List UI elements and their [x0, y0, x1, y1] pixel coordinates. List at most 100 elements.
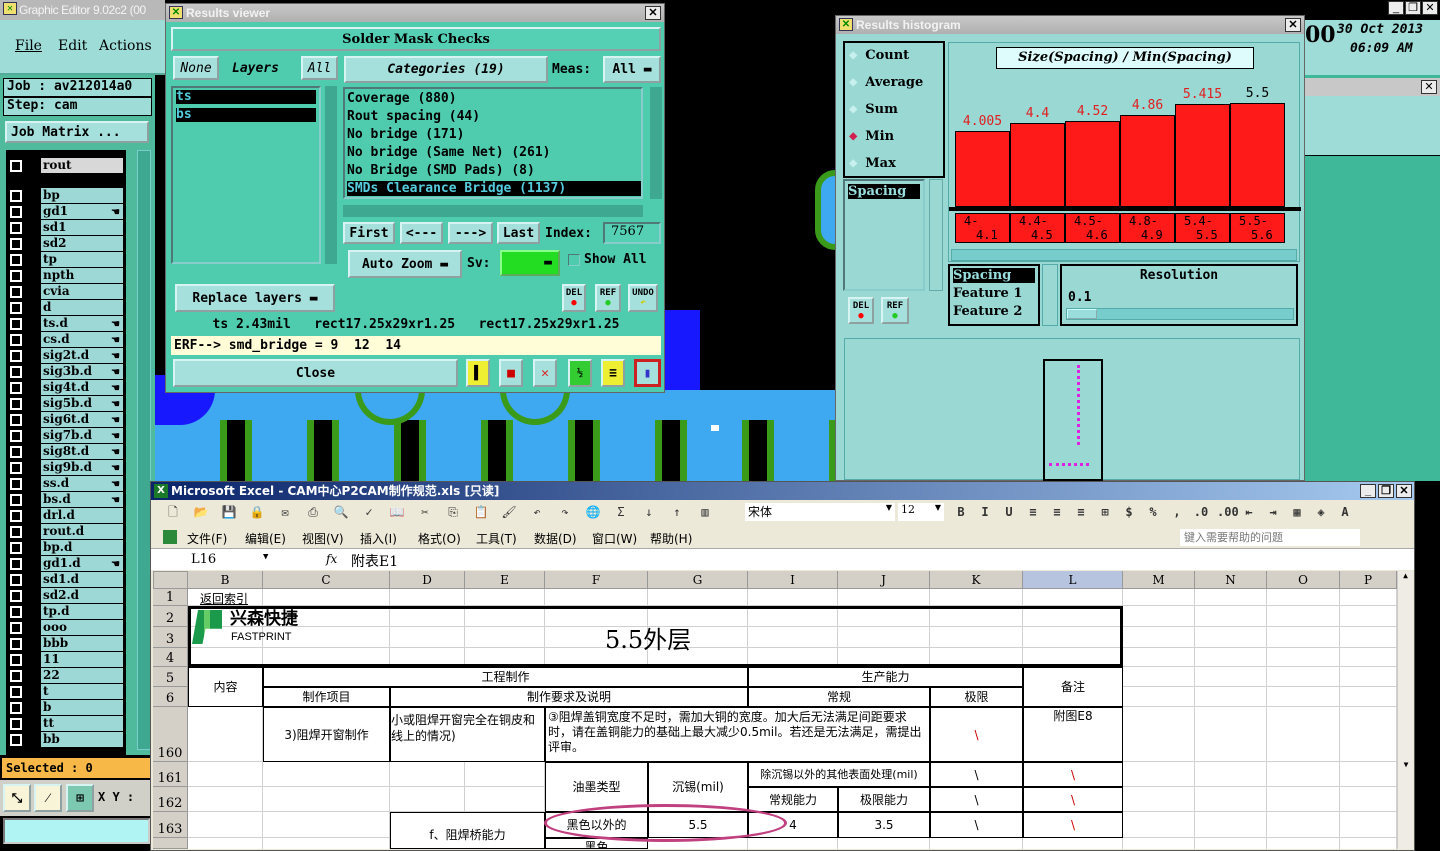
layer-checkbox[interactable] [10, 334, 22, 346]
fill-color-icon[interactable]: ◈ [1317, 505, 1325, 519]
layers-scrollbar[interactable] [325, 86, 337, 264]
layer-row[interactable]: tp.d [8, 604, 123, 619]
italic-icon[interactable]: I [981, 505, 989, 519]
column-header[interactable]: C [263, 571, 390, 589]
layer-checkbox[interactable] [10, 254, 22, 266]
currency-icon[interactable]: $ [1125, 505, 1133, 519]
ref-off-icon[interactable]: ✕ [533, 359, 557, 387]
cell-limit-cap[interactable]: 极限能力 [838, 787, 930, 812]
layer-checkbox[interactable] [10, 670, 22, 682]
row-header[interactable]: 5 [153, 667, 188, 687]
histogram-bar[interactable] [1010, 123, 1065, 207]
layer-row[interactable]: d [8, 300, 123, 315]
half-icon[interactable]: ½ [568, 359, 592, 387]
layer-checkbox[interactable] [10, 638, 22, 650]
column-header[interactable]: E [465, 571, 545, 589]
new-icon[interactable]: 🗋 [168, 505, 178, 519]
meas-dropdown[interactable]: All ▬ [603, 56, 661, 83]
layer-checkbox[interactable] [10, 398, 22, 410]
category-item[interactable]: Coverage (880) [347, 91, 457, 106]
column-header[interactable]: G [648, 571, 748, 589]
column-header[interactable]: B [188, 571, 263, 589]
menu-edit[interactable]: Edit [58, 38, 88, 54]
mode-radio-min[interactable]: ◆ Min [849, 128, 941, 148]
layer-checkbox[interactable] [10, 526, 22, 538]
auto-zoom-dropdown[interactable]: Auto Zoom ▬ [348, 250, 462, 278]
report-icon[interactable]: ≡ [601, 359, 625, 387]
layer-row[interactable]: cs.d ☚ [8, 332, 123, 347]
cell-requirement[interactable]: 制作要求及说明 [390, 687, 748, 707]
layer-checkbox[interactable] [10, 318, 22, 330]
layer-row[interactable]: tt [8, 716, 123, 731]
histogram-icon[interactable]: ▮ [634, 359, 661, 387]
histogram-bar[interactable] [955, 130, 1010, 207]
layer-row[interactable]: b [8, 700, 123, 715]
increase-decimal-icon[interactable]: .0 [1193, 505, 1209, 519]
next-button[interactable]: ---> [448, 222, 493, 244]
layer-row[interactable]: sig2t.d ☚ [8, 348, 123, 363]
decrease-decimal-icon[interactable]: .00 [1217, 505, 1239, 519]
cell-engineering[interactable]: 工程制作 [263, 667, 748, 687]
layer-row[interactable]: 22 [8, 668, 123, 683]
layer-checkbox[interactable] [10, 606, 22, 618]
layer-checkbox[interactable] [10, 222, 22, 234]
column-header[interactable]: J [838, 571, 930, 589]
categories-scrollbar[interactable] [650, 87, 662, 199]
row-header[interactable]: 162 [153, 787, 188, 812]
layers-all-button[interactable]: All [301, 56, 338, 80]
layer-row[interactable]: rout [8, 158, 123, 173]
align-center-icon[interactable]: ≡ [1053, 505, 1061, 519]
layer-row[interactable]: ts.d ☚ [8, 316, 123, 331]
fx-icon[interactable]: fx [326, 552, 338, 566]
close-window-button[interactable]: ✕ [645, 6, 661, 20]
excel-menu-item[interactable]: 帮助(H) [650, 532, 693, 546]
command-line[interactable] [3, 818, 150, 844]
percent-icon[interactable]: % [1149, 505, 1157, 519]
increase-indent-icon[interactable]: ⇥ [1269, 505, 1277, 519]
layer-row[interactable]: bbb [8, 636, 123, 651]
layer-checkbox[interactable] [10, 622, 22, 634]
paste-icon[interactable]: 📋 [473, 505, 489, 519]
histogram-bar[interactable] [1175, 104, 1230, 207]
layer-checkbox[interactable] [10, 542, 22, 554]
row-header[interactable]: 6 [153, 687, 188, 707]
hist-del-button[interactable]: DEL ● [848, 297, 874, 324]
redo-icon[interactable]: ↷ [561, 505, 569, 519]
column-header[interactable]: N [1195, 571, 1267, 589]
cell-slash[interactable]: \ [930, 762, 1023, 787]
layer-checkbox[interactable] [10, 350, 22, 362]
layer-row[interactable]: gd1 ☚ [8, 204, 123, 219]
layer-item-ts[interactable]: ts [176, 90, 316, 104]
index-input[interactable]: 7567 [603, 222, 661, 244]
feature-item[interactable]: Feature 1 [953, 286, 1023, 301]
font-size-box[interactable]: 12 ▼ [898, 503, 944, 521]
layer-row[interactable]: sd1 [8, 220, 123, 235]
layer-row[interactable]: cvia [8, 284, 123, 299]
spelling-icon[interactable]: ✓ [365, 505, 373, 519]
show-result-icon[interactable]: ■ [499, 359, 523, 387]
decrease-indent-icon[interactable]: ⇤ [1245, 505, 1253, 519]
open-icon[interactable]: 📂 [193, 505, 209, 519]
excel-menu-item[interactable]: 视图(V) [302, 532, 344, 546]
research-icon[interactable]: 📖 [389, 505, 405, 519]
align-left-icon[interactable]: ≡ [1029, 505, 1037, 519]
mode-radio-sum[interactable]: ◆ Sum [849, 101, 941, 121]
merge-center-icon[interactable]: ⊞ [1101, 505, 1109, 519]
cell-item-160[interactable]: 3)阻焊开窗制作 [263, 707, 390, 762]
first-button[interactable]: First [343, 222, 395, 244]
print-preview-icon[interactable]: 🔍 [333, 505, 349, 519]
excel-menu-item[interactable]: 插入(I) [360, 532, 397, 546]
layer-item-bs[interactable]: bs [176, 108, 316, 122]
column-header[interactable]: I [748, 571, 838, 589]
category-item[interactable]: Rout spacing (44) [347, 109, 481, 124]
layer-row[interactable]: tp [8, 252, 123, 267]
align-right-icon[interactable]: ≡ [1077, 505, 1085, 519]
layer-row[interactable]: drl.d [8, 508, 123, 523]
layer-checkbox[interactable] [10, 462, 22, 474]
cell-item[interactable]: 制作项目 [263, 687, 390, 707]
excel-menu-item[interactable]: 数据(D) [534, 532, 577, 546]
categories-hscrollbar[interactable] [343, 205, 643, 217]
help-search-input[interactable]: 键入需要帮助的问题 [1180, 529, 1360, 546]
hyperlink-icon[interactable]: 🌐 [585, 505, 601, 519]
feature-item[interactable]: Feature 2 [953, 304, 1023, 319]
